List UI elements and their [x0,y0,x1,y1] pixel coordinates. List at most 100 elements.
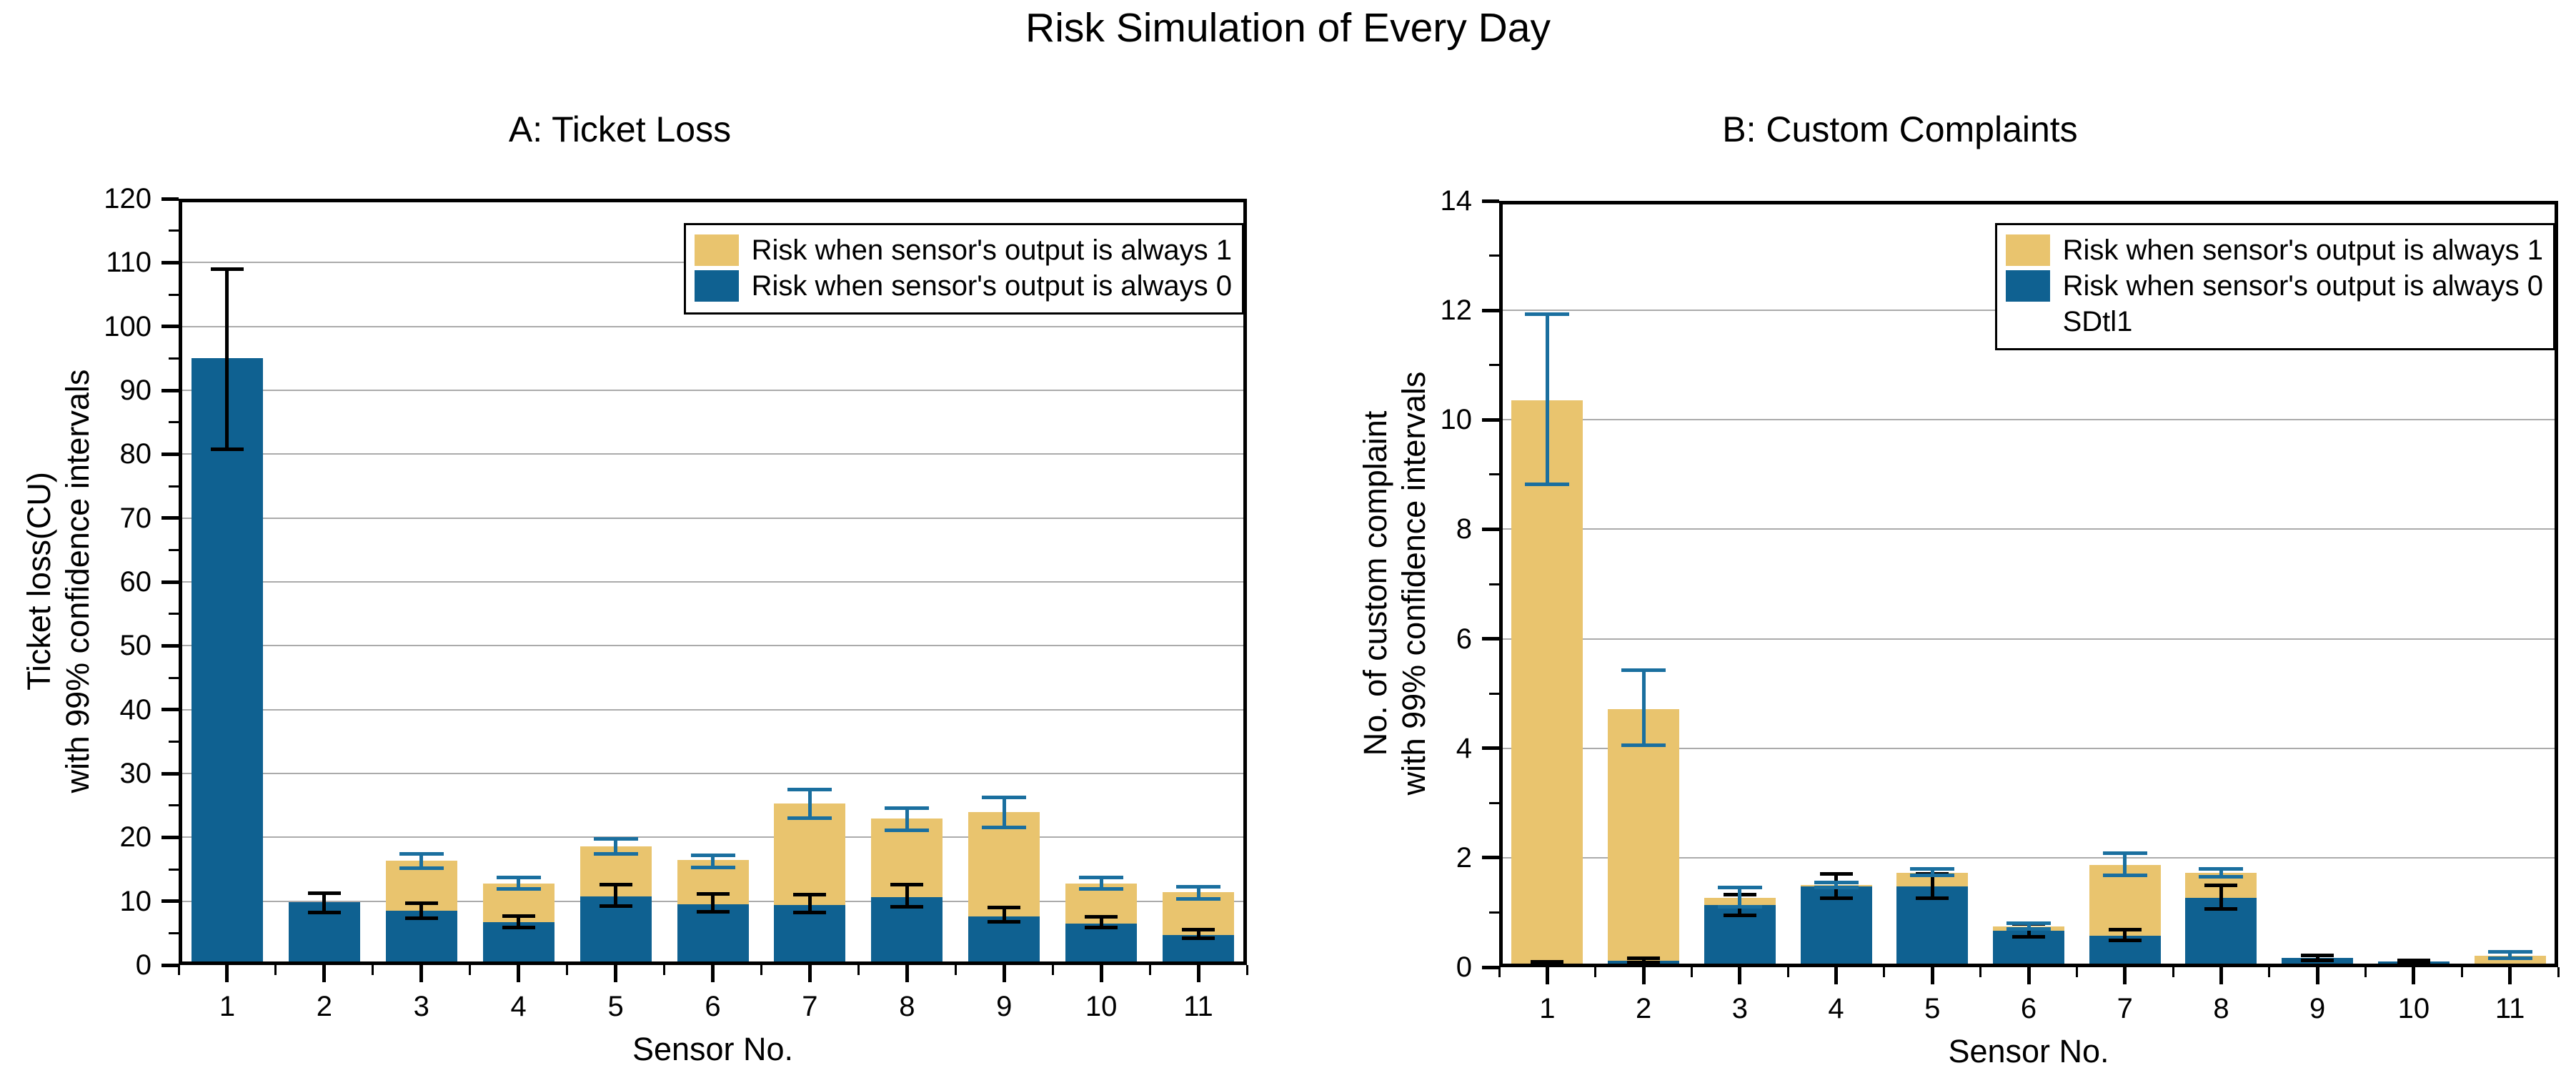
error-bar-line [711,855,715,868]
x-tick-label: 11 [1183,991,1213,1022]
error-bar-line [419,903,424,919]
error-bar-cap [988,906,1021,910]
x-major-tick [517,965,521,982]
x-minor-tick [2364,967,2367,977]
x-major-tick [711,965,715,982]
legend-entry: Risk when sensor's output is always 1 [694,234,1232,267]
y-tick-label: 10 [119,885,152,917]
y-minor-tick [169,548,179,551]
legend-entry: Risk when sensor's output is always 0 [2005,269,2543,302]
error-bar-cap [1717,886,1762,890]
x-minor-tick [1148,965,1151,975]
error-bar-cap [1621,743,1666,748]
error-bar-cap [2102,873,2147,877]
gridline [179,708,1247,711]
gridline [179,517,1247,519]
error-bar-line [1641,958,1646,963]
y-minor-tick [169,229,179,232]
error-bar-cap [1182,936,1215,940]
error-bar-cap [1627,956,1661,961]
y-major-tick [161,771,179,776]
error-bar-cap [496,876,541,880]
error-bar-line [1930,869,1934,876]
error-bar-cap [2301,958,2334,962]
y-minor-tick [1489,801,1499,804]
error-bar-cap [1176,896,1221,901]
error-bar-line [1545,314,1549,485]
x-major-tick [2123,967,2127,984]
y-minor-tick [169,421,179,424]
y-tick-label: 60 [119,566,152,598]
error-bar-line [2219,869,2223,877]
gridline [1499,419,2558,421]
x-major-tick [1641,967,1646,984]
error-bar-cap [2487,950,2532,954]
error-bar-cap [2204,884,2238,888]
gridline [1499,528,2558,530]
error-bar-cap [404,916,438,921]
error-bar-cap [307,911,341,915]
error-bar-line [1002,797,1006,828]
bar-always1 [1608,708,1680,967]
error-bar-cap [1182,928,1215,932]
y-tick-label: 0 [1456,951,1472,983]
error-bar-cap [399,852,444,856]
error-bar-cap [2397,961,2430,965]
y-tick-label: 30 [119,758,152,789]
error-bar-line [517,916,521,928]
y-major-tick [161,835,179,839]
x-minor-tick [2460,967,2463,977]
error-bar-cap [1085,914,1118,919]
error-bar-line [1834,882,1839,888]
error-bar-cap [1910,867,1955,871]
error-bar-cap [982,825,1027,829]
x-minor-tick [2172,967,2174,977]
y-minor-tick [169,804,179,807]
error-bar-cap [2199,866,2244,871]
y-major-tick [161,643,179,648]
y-major-tick [161,325,179,329]
error-bar-line [322,893,327,913]
y-minor-tick [1489,254,1499,257]
y-tick-label: 80 [119,438,152,470]
plot-border [179,199,1247,965]
y-minor-tick [1489,911,1499,914]
x-minor-tick [663,965,666,975]
y-major-tick [1482,965,1499,969]
y-major-tick [161,516,179,520]
y-tick-label: 110 [106,247,151,279]
x-major-tick [1099,965,1103,982]
x-major-tick [1002,965,1006,982]
y-tick-label: 2 [1456,841,1472,874]
bar-always0 [1800,886,1872,967]
bar-always0 [580,896,652,965]
error-bar-cap [1627,960,1661,964]
x-major-tick [1545,967,1549,984]
x-tick-label: 3 [1731,993,1748,1024]
error-bar-line [2123,929,2127,941]
x-minor-tick [2268,967,2271,977]
x-tick-label: 9 [2309,993,2326,1024]
error-bar-line [1002,907,1006,922]
error-bar-cap [2102,851,2147,856]
error-bar-cap [1910,873,1955,877]
x-minor-tick [566,965,569,975]
error-bar-cap [2204,906,2238,911]
error-bar-line [614,884,618,906]
bar-always1 [1511,400,1583,967]
legend-label: Risk when sensor's output is always 0 [751,270,1232,302]
error-bar-line [807,789,812,819]
error-bar-cap [496,887,541,891]
x-minor-tick [954,965,957,975]
x-tick-label: 4 [1828,993,1844,1024]
error-bar-cap [2397,958,2430,962]
y-major-tick [1482,199,1499,203]
y-minor-tick [169,868,179,871]
error-bar-cap [1525,312,1570,316]
legend-swatch [2005,234,2050,266]
error-bar-cap [210,267,244,271]
x-tick-label: 6 [705,991,721,1022]
bar-always0 [482,922,555,965]
gridline [179,773,1247,774]
